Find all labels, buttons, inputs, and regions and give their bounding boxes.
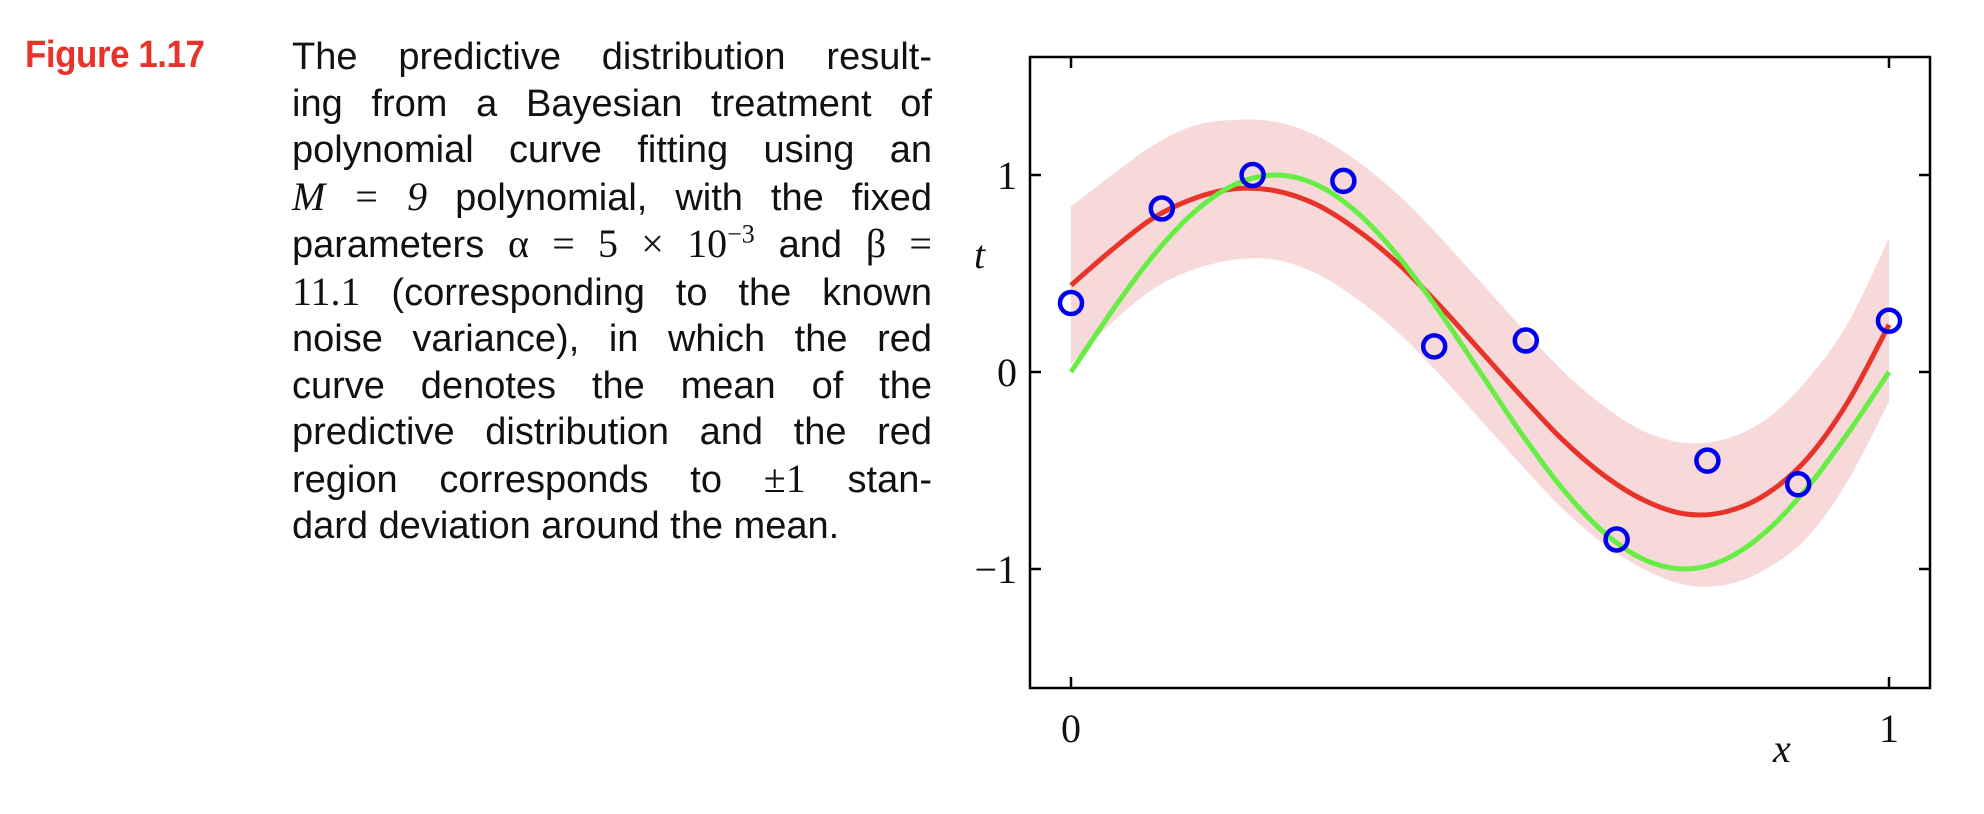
caption-line: curve denotes the mean of the [292, 364, 932, 407]
x-axis-label: x [1772, 726, 1791, 771]
math-beta-value: 11.1 [292, 268, 361, 314]
figure-label: Figure 1.17 [25, 34, 205, 76]
caption-line: region corresponds to ±1 stan- [292, 455, 932, 501]
caption-line: predictive distribution and the red [292, 411, 932, 453]
caption-line: 11.1 (corresponding to the known [292, 268, 932, 314]
data-points [1057, 161, 1903, 553]
data-point-marker [1239, 161, 1266, 189]
data-point-marker [1875, 307, 1903, 335]
caption-line: M = 9 polynomial, with the fixed [292, 173, 932, 219]
caption-line: The predictive distribution result- [292, 36, 932, 78]
data-point-marker [1784, 471, 1812, 498]
y-tick-label: 0 [997, 350, 1017, 395]
caption-line: noise variance), in which the red [292, 318, 932, 360]
data-point-marker [1057, 289, 1085, 317]
data-point-marker [1512, 327, 1540, 354]
figure-caption: The predictive distribution result- ing … [292, 34, 932, 550]
x-tick-label: 0 [1061, 706, 1081, 751]
caption-line: polynomial curve fitting using an [292, 129, 932, 171]
curves [1068, 172, 1892, 572]
caption-line: dard deviation around the mean. [292, 505, 840, 547]
caption-line: parameters α = 5 × 10−3 and β = [292, 219, 932, 266]
data-point-marker [1694, 447, 1721, 474]
x-tick-label: 1 [1879, 706, 1899, 751]
math-alpha: α = 5 × 10−3 [508, 219, 755, 266]
y-tick-label: −1 [974, 547, 1017, 592]
y-axis-label: t [974, 232, 986, 277]
data-point-marker [1330, 167, 1357, 195]
math-m-equals-9: M = 9 [292, 173, 428, 219]
data-point-marker [1420, 333, 1448, 360]
predictive-mean-curve [1069, 185, 1892, 518]
data-point-marker [1603, 526, 1630, 553]
math-plus-minus-1: ±1 [763, 455, 806, 501]
true-function-curve [1068, 172, 1892, 572]
y-tick-label: 1 [997, 153, 1017, 198]
caption-line: ing from a Bayesian treatment of [292, 82, 932, 125]
math-beta: β = [865, 221, 932, 266]
data-point-marker [1148, 195, 1176, 222]
ticks: 0 1 −1 0 1 [974, 57, 1930, 751]
